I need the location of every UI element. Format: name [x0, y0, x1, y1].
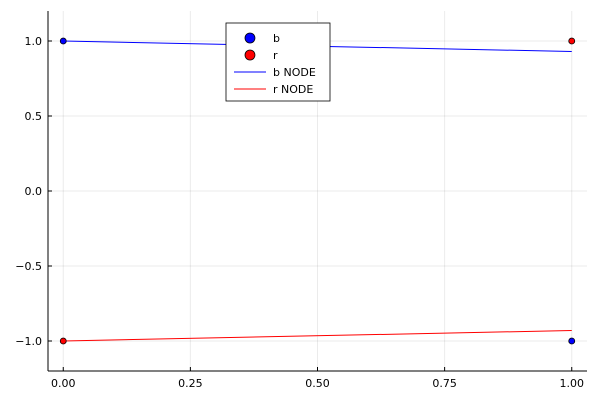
axes: 0.00 0.25 0.50 0.75 1.00 −1.0 −0.5 0.0 0.5 1.0: [15, 11, 587, 390]
series-r-point: [59, 337, 67, 345]
x-tick-label: 0.25: [178, 377, 203, 390]
legend-label-b: b: [273, 32, 280, 45]
scatter-series: [59, 37, 576, 345]
y-tick-label: 0.5: [25, 110, 43, 123]
x-tick-label: 0.50: [305, 377, 330, 390]
y-tick-label: 0.0: [25, 185, 43, 198]
x-tick-label: 0.00: [51, 377, 76, 390]
legend-box: [225, 22, 331, 102]
legend-label-r-node: r NODE: [273, 83, 313, 96]
x-tick-label: 0.75: [432, 377, 457, 390]
y-tick-label: −0.5: [15, 260, 42, 273]
legend-swatch-b: [244, 32, 256, 44]
y-tick-label: 1.0: [25, 35, 43, 48]
legend-swatch-r: [244, 49, 256, 61]
y-tick-label: −1.0: [15, 335, 42, 348]
series-b-point: [59, 37, 67, 45]
series-r-node-line: [63, 330, 572, 342]
series-b-point: [568, 337, 576, 345]
legend-label-b-node: b NODE: [273, 66, 316, 79]
x-tick-label: 1.00: [559, 377, 584, 390]
series-r-point: [568, 37, 576, 45]
legend-label-r: r: [273, 49, 278, 62]
legend: br b NODE r NODE: [225, 22, 331, 102]
